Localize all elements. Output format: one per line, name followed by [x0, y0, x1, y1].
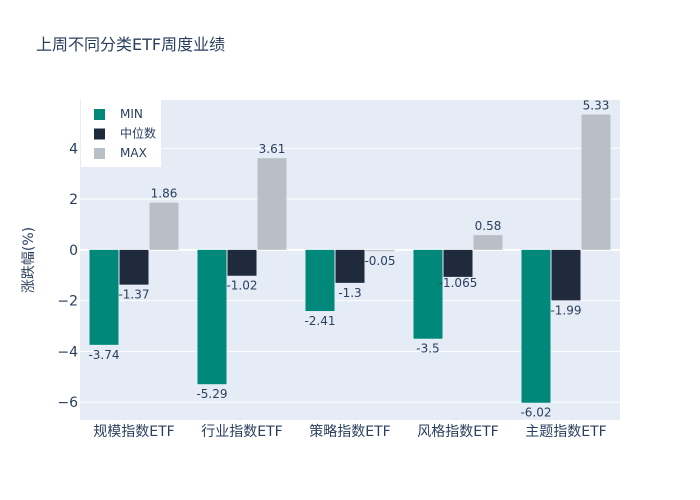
y-axis-label: 涨跌幅(%)	[21, 227, 37, 293]
data-label: -1.37	[118, 288, 149, 302]
bar-median[interactable]	[443, 249, 473, 277]
y-tick-label: −2	[57, 294, 78, 310]
x-axis-ticks: 规模指数ETF 行业指数ETF 策略指数ETF 风格指数ETF 主题指数ETF	[93, 423, 606, 440]
data-label: -1.02	[226, 279, 257, 293]
y-tick-label: 0	[69, 243, 78, 259]
x-tick-label: 主题指数ETF	[525, 424, 606, 440]
bar-max[interactable]	[365, 249, 395, 252]
bar-median[interactable]	[551, 249, 581, 301]
bar-median[interactable]	[227, 249, 257, 276]
bar-min[interactable]	[197, 249, 227, 385]
data-labels: -3.74 -1.37 1.86 -5.29 -1.02 3.61 -2.41-1.3 -0.…	[88, 98, 609, 419]
chart-title: 上周不同分类ETF周度业绩	[36, 35, 225, 54]
bar-max[interactable]	[581, 114, 611, 250]
legend-item-label: 中位数	[120, 126, 156, 141]
bar-max[interactable]	[473, 235, 503, 250]
y-tick-label: −6	[57, 395, 78, 411]
data-label: -3.74	[88, 348, 119, 362]
legend-item-label: MAX	[120, 146, 147, 160]
bar-max[interactable]	[149, 202, 179, 250]
legend[interactable]: MIN 中位数 MAX	[81, 100, 161, 167]
x-tick-label: 规模指数ETF	[93, 424, 174, 440]
bar-min[interactable]	[89, 249, 119, 345]
bars	[89, 114, 611, 403]
data-label: -3.5	[416, 342, 439, 356]
data-label: -1.065	[439, 276, 478, 290]
data-label: -1.3	[338, 286, 361, 300]
data-label: -5.29	[196, 387, 227, 401]
legend-swatch	[94, 148, 105, 159]
legend-swatch	[94, 128, 105, 140]
x-tick-label: 策略指数ETF	[309, 423, 390, 440]
bar-median[interactable]	[119, 249, 149, 285]
bar-min[interactable]	[413, 249, 443, 339]
legend-swatch	[94, 109, 105, 120]
legend-item-label: MIN	[120, 107, 143, 121]
bar-min[interactable]	[305, 249, 335, 312]
data-label: 0.58	[475, 219, 502, 233]
data-label: -1.99	[550, 303, 581, 317]
data-label: 3.61	[259, 142, 286, 156]
bar-median[interactable]	[335, 249, 365, 283]
x-tick-label: 风格指数ETF	[417, 424, 498, 440]
data-label: -6.02	[520, 406, 551, 420]
data-label: 1.86	[151, 187, 178, 201]
data-label: 5.33	[583, 98, 610, 112]
y-tick-label: −4	[57, 344, 78, 360]
x-tick-label: 行业指数ETF	[201, 424, 282, 440]
y-tick-label: 4	[69, 141, 78, 157]
data-label: -2.41	[304, 314, 335, 328]
y-tick-label: 2	[69, 192, 78, 208]
bar-min[interactable]	[521, 249, 551, 403]
bar-max[interactable]	[257, 158, 287, 250]
y-axis-ticks: −6 −4 −2 0 2 4	[57, 141, 78, 411]
data-label: -0.05	[364, 254, 395, 268]
